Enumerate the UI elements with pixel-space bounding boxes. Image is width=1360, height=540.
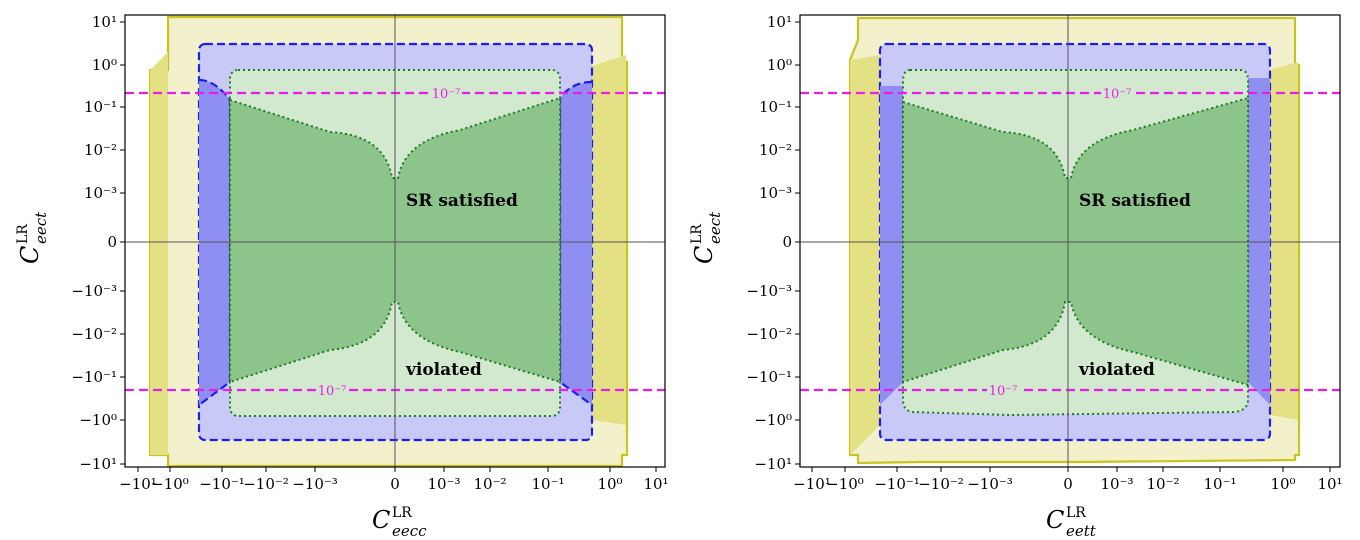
x-tick-label: 10⁻¹	[1203, 475, 1236, 493]
x-tick-label: 10⁰	[1270, 475, 1295, 493]
x-tick-label: −10¹	[793, 475, 831, 493]
right-panel: 10⁻⁷ 10⁻⁷ SR satisfied violated −10¹−10⁰…	[689, 13, 1343, 540]
svg-text:C: C	[372, 506, 390, 534]
y-tick-label: 10⁻²	[759, 141, 792, 159]
x-tick-label: 10⁻²	[473, 475, 506, 493]
svg-text:C: C	[16, 246, 44, 264]
x-tick-label: −10⁻¹	[874, 475, 920, 493]
y-tick-label: −10⁰	[79, 411, 117, 429]
yellow-wedge-left	[150, 52, 168, 455]
y-tick-label: 10⁰	[92, 56, 117, 74]
x-tick-label: −10⁻³	[967, 475, 1013, 493]
level-label-lower: 10⁻⁷	[989, 384, 1018, 399]
y-tick-label: 0	[782, 233, 792, 251]
x-tick-label: −10⁰	[151, 475, 189, 493]
x-axis-label: C LR eett	[1046, 505, 1097, 540]
y-axis-label: C LR eect	[15, 211, 50, 264]
y-tick-label: −10⁻¹	[71, 368, 117, 386]
yellow-wedge-left	[850, 55, 880, 455]
plot-frame	[799, 14, 1341, 468]
blue-wedge-left	[880, 86, 903, 405]
svg-text:C: C	[1046, 506, 1064, 534]
svg-text:LR: LR	[1066, 505, 1086, 521]
x-tick-label: −10¹	[119, 475, 157, 493]
x-tick-label: 0	[390, 475, 400, 493]
x-tick-label: 10⁰	[597, 475, 622, 493]
level-label-upper: 10⁻⁷	[432, 87, 461, 102]
blue-wedge-right	[560, 82, 592, 405]
x-tick-label: 0	[1063, 475, 1073, 493]
y-tick-label: −10⁻¹	[746, 368, 792, 386]
svg-text:eecc: eecc	[392, 522, 427, 540]
y-tick-label: 10⁻³	[84, 184, 117, 202]
y-tick-label: −10⁰	[754, 411, 792, 429]
x-tick-label: −10⁻²	[243, 475, 289, 493]
svg-text:LR: LR	[15, 224, 31, 244]
y-tick-label: 0	[107, 233, 117, 251]
y-tick-label: −10¹	[79, 455, 117, 473]
level-label-upper: 10⁻⁷	[1103, 87, 1132, 102]
y-tick-label: −10⁻²	[71, 325, 117, 343]
x-tick-label: −10⁻³	[292, 475, 338, 493]
svg-text:eect: eect	[706, 211, 724, 244]
svg-text:LR: LR	[689, 224, 705, 244]
left-panel: 10⁻⁷ 10⁻⁷ SR satisfied violated −10¹−10⁰…	[15, 13, 669, 540]
svg-text:C: C	[690, 246, 718, 264]
annotation-violated: violated	[405, 360, 482, 380]
x-tick-label: 10⁻²	[1146, 475, 1179, 493]
x-tick-label: −10⁻¹	[199, 475, 245, 493]
y-tick-label: −10⁻³	[746, 282, 792, 300]
x-tick-label: 10¹	[1317, 475, 1342, 493]
y-tick-label: 10⁰	[767, 56, 792, 74]
level-label-lower: 10⁻⁷	[318, 384, 347, 399]
x-tick-label: −10⁻²	[918, 475, 964, 493]
y-tick-label: −10⁻³	[71, 282, 117, 300]
yellow-wedge-right	[592, 55, 626, 425]
x-tick-label: 10¹	[643, 475, 668, 493]
x-tick-label: 10⁻³	[1100, 475, 1133, 493]
y-tick-label: −10⁻²	[746, 325, 792, 343]
y-tick-label: 10¹	[767, 13, 792, 31]
svg-text:eett: eett	[1066, 522, 1097, 540]
y-tick-label: 10⁻³	[759, 184, 792, 202]
annotation-violated: violated	[1078, 360, 1155, 380]
x-axis-label: C LR eecc	[372, 505, 427, 540]
y-tick-label: −10¹	[754, 455, 792, 473]
annotation-sr-satisfied: SR satisfied	[406, 191, 518, 211]
svg-text:LR: LR	[392, 505, 412, 521]
y-axis-label: C LR eect	[689, 211, 724, 264]
y-tick-label: 10⁻¹	[84, 98, 117, 116]
y-tick-label: 10⁻²	[84, 141, 117, 159]
y-tick-label: 10¹	[92, 13, 117, 31]
annotation-sr-satisfied: SR satisfied	[1079, 191, 1191, 211]
yellow-wedge-right	[1270, 62, 1298, 420]
x-tick-label: −10⁰	[826, 475, 864, 493]
svg-text:eect: eect	[32, 211, 50, 244]
x-tick-label: 10⁻³	[427, 475, 460, 493]
y-tick-label: 10⁻¹	[759, 98, 792, 116]
x-tick-label: 10⁻¹	[531, 475, 564, 493]
